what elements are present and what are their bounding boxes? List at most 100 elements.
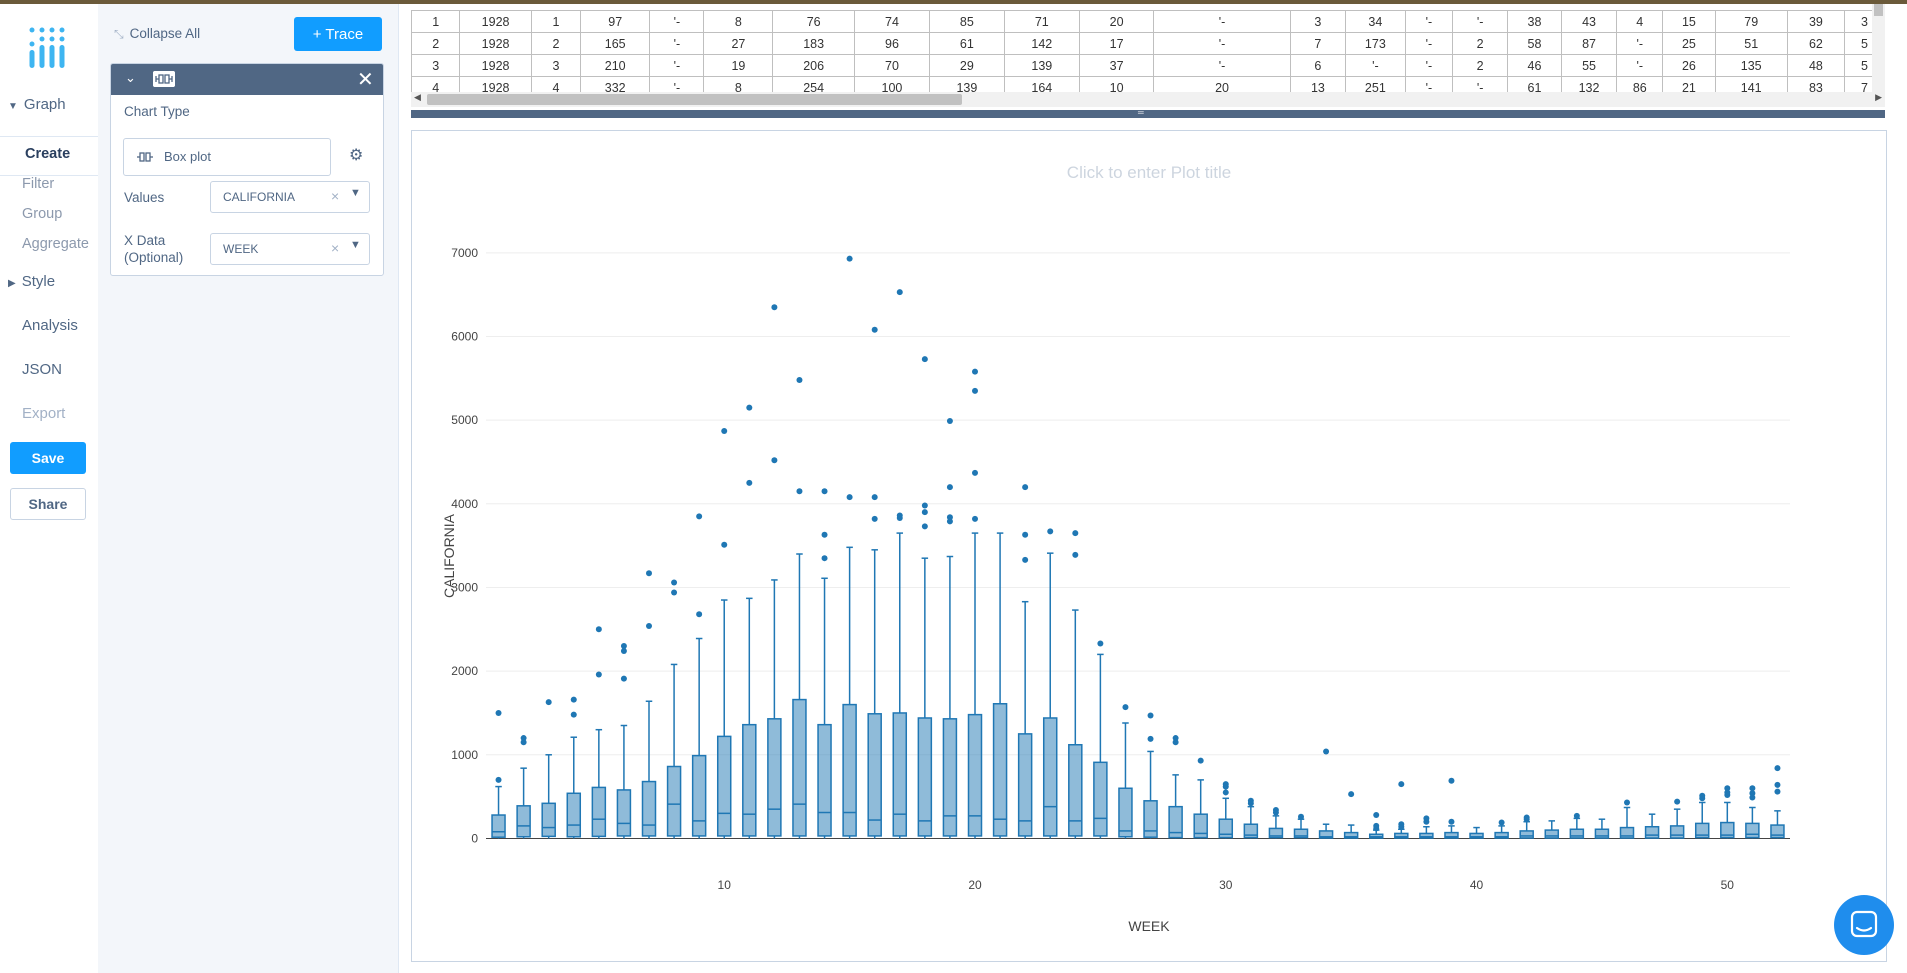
grid-cell[interactable]: 1 — [530, 10, 582, 33]
grid-cell[interactable]: 58 — [1507, 32, 1562, 55]
nav-section-style[interactable]: ▶ Style — [8, 273, 55, 290]
nav-item-filter[interactable]: Filter — [22, 176, 55, 192]
add-trace-button[interactable]: + Trace — [294, 17, 382, 51]
grid-cell[interactable]: 96 — [854, 32, 930, 55]
grid-cell[interactable]: '- — [649, 76, 705, 92]
grid-row[interactable]: 1 1928 1 97 '- 8 76 74 85 71 20 '- 3 34 '- '- 38 43 4 15 79 3… — [411, 10, 1885, 33]
grid-cell[interactable]: 61 — [928, 32, 1005, 55]
chevron-down-icon[interactable]: ▼ — [350, 239, 361, 251]
grid-cell[interactable]: 164 — [1003, 76, 1080, 92]
grid-cell[interactable]: 3 — [1289, 10, 1347, 33]
save-button[interactable]: Save — [10, 442, 86, 474]
scrollbar-thumb[interactable] — [1874, 4, 1883, 16]
grid-row[interactable]: 2 1928 2 165 '- 27 183 96 61 142 17 '- 7 173 '- 2 58 87 '-… — [411, 32, 1885, 55]
x-axis-title[interactable]: WEEK — [1128, 918, 1170, 934]
grid-cell[interactable]: 21 — [1662, 76, 1716, 92]
close-icon[interactable]: ✕ — [357, 69, 374, 91]
grid-row-number[interactable]: 1 — [411, 10, 461, 33]
grid-cell[interactable]: 8 — [703, 76, 774, 92]
nav-json[interactable]: JSON — [22, 361, 63, 378]
grid-cell[interactable]: '- — [1404, 54, 1454, 77]
nav-item-group[interactable]: Group — [22, 206, 63, 222]
gear-icon[interactable]: ⚙ — [349, 147, 364, 164]
grid-cell[interactable]: 4 — [1616, 10, 1664, 33]
grid-cell[interactable]: '- — [649, 10, 705, 33]
grid-cell[interactable]: 76 — [772, 10, 855, 33]
grid-row[interactable]: 4 1928 4 332 '- 8 254 100 139 164 10 20 13 251 '- '- 61 1… — [411, 76, 1885, 92]
grid-cell[interactable]: 83 — [1786, 76, 1846, 92]
grid-cell[interactable]: '- — [1153, 32, 1291, 55]
grid-cell[interactable]: '- — [1345, 54, 1406, 77]
grid-cell[interactable]: 74 — [854, 10, 930, 33]
grid-cell[interactable]: 8 — [703, 10, 774, 33]
chat-launcher-button[interactable] — [1834, 895, 1894, 955]
grid-row-number[interactable]: 4 — [411, 76, 461, 92]
grid-cell[interactable]: 70 — [854, 54, 930, 77]
nav-item-create[interactable]: Create — [25, 146, 71, 162]
grid-cell[interactable]: 1928 — [459, 76, 532, 92]
scrollbar-thumb[interactable] — [427, 94, 962, 105]
grid-cell[interactable]: 183 — [772, 32, 855, 55]
grid-row-number[interactable]: 3 — [411, 54, 461, 77]
grid-cell[interactable]: 132 — [1560, 76, 1618, 92]
grid-cell[interactable]: 3 — [530, 54, 582, 77]
scroll-right-icon[interactable]: ▶ — [1875, 92, 1882, 102]
grid-cell[interactable]: '- — [1404, 32, 1454, 55]
grid-cell[interactable]: 139 — [928, 76, 1005, 92]
share-button[interactable]: Share — [10, 488, 86, 520]
grid-cell[interactable]: 1928 — [459, 32, 532, 55]
grid-cell[interactable]: 17 — [1078, 32, 1155, 55]
grid-horizontal-scrollbar[interactable]: ◀ ▶ — [411, 92, 1885, 107]
nav-export[interactable]: Export — [22, 405, 66, 422]
grid-cell[interactable]: 139 — [1003, 54, 1080, 77]
grid-cell[interactable]: 43 — [1560, 10, 1618, 33]
grid-cell[interactable]: 46 — [1507, 54, 1562, 77]
grid-cell[interactable]: 173 — [1345, 32, 1406, 55]
grid-cell[interactable]: 13 — [1289, 76, 1347, 92]
grid-cell[interactable]: '- — [649, 54, 705, 77]
grid-cell[interactable]: '- — [1153, 54, 1291, 77]
grid-cell[interactable]: 62 — [1786, 32, 1846, 55]
grid-cell[interactable]: 254 — [772, 76, 855, 92]
grid-cell[interactable]: '- — [1452, 76, 1509, 92]
plot-area[interactable]: 0 1000 2000 3000 4000 5000 6000 7000 10 20 30 40 50… — [411, 130, 1887, 962]
plot-title-placeholder[interactable]: Click to enter Plot title — [1067, 163, 1231, 182]
chevron-down-icon[interactable]: ⌄ — [125, 70, 136, 85]
data-grid[interactable]: 1 1928 1 97 '- 8 76 74 85 71 20 '- 3 34 '- '- 38 43 4 15 79 3… — [411, 4, 1885, 92]
grid-row[interactable]: 3 1928 3 210 '- 19 206 70 29 139 37 '- 6 '- '- 2 46 55 '- 2… — [411, 54, 1885, 77]
grid-cell[interactable]: '- — [649, 32, 705, 55]
values-dropdown[interactable]: CALIFORNIA × ▼ — [210, 181, 370, 213]
grid-cell[interactable]: 135 — [1714, 54, 1788, 77]
grid-cell[interactable]: 55 — [1560, 54, 1618, 77]
grid-cell[interactable]: 86 — [1616, 76, 1664, 92]
grid-cell[interactable]: 87 — [1560, 32, 1618, 55]
grid-cell[interactable]: 100 — [854, 76, 930, 92]
grid-cell[interactable]: 85 — [928, 10, 1005, 33]
scroll-left-icon[interactable]: ◀ — [414, 92, 421, 102]
grid-cell[interactable]: 25 — [1662, 32, 1716, 55]
grid-cell[interactable]: '- — [1616, 32, 1664, 55]
grid-cell[interactable]: 27 — [703, 32, 774, 55]
grid-cell[interactable]: 4 — [530, 76, 582, 92]
grid-cell[interactable]: 29 — [928, 54, 1005, 77]
grid-cell[interactable]: 20 — [1078, 10, 1155, 33]
grid-cell[interactable]: 2 — [1452, 32, 1509, 55]
y-axis-title[interactable]: CALIFORNIA — [441, 513, 457, 598]
grid-cell[interactable]: '- — [1616, 54, 1664, 77]
clear-icon[interactable]: × — [331, 188, 340, 204]
grid-cell[interactable]: 51 — [1714, 32, 1788, 55]
drag-handle-icon[interactable]: ═ — [1138, 108, 1144, 117]
grid-cell[interactable]: 37 — [1078, 54, 1155, 77]
grid-cell[interactable]: 210 — [580, 54, 651, 77]
grid-cell[interactable]: '- — [1404, 10, 1454, 33]
grid-cell[interactable]: 79 — [1714, 10, 1788, 33]
grid-cell[interactable]: 7 — [1289, 32, 1347, 55]
grid-cell[interactable]: 141 — [1714, 76, 1788, 92]
grid-cell[interactable]: '- — [1404, 76, 1454, 92]
grid-cell[interactable]: 2 — [1452, 54, 1509, 77]
clear-icon[interactable]: × — [331, 240, 340, 256]
grid-plot-splitter[interactable]: ═ — [411, 108, 1885, 118]
chart-type-selector[interactable]: Box plot — [123, 138, 331, 176]
grid-cell[interactable]: 39 — [1786, 10, 1846, 33]
grid-cell[interactable]: 1928 — [459, 10, 532, 33]
